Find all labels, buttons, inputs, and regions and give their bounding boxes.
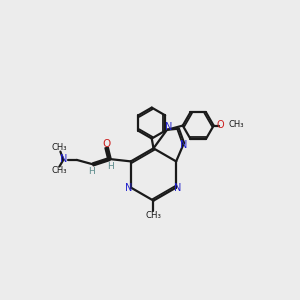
- Text: O: O: [103, 139, 111, 149]
- Text: H: H: [88, 167, 94, 176]
- Text: H: H: [107, 162, 114, 171]
- Text: CH₃: CH₃: [146, 211, 161, 220]
- Text: CH₃: CH₃: [52, 143, 67, 152]
- Text: N: N: [125, 183, 133, 193]
- Text: N: N: [174, 183, 182, 193]
- Text: CH₃: CH₃: [51, 166, 67, 175]
- Text: N: N: [60, 154, 67, 164]
- Text: N: N: [165, 122, 172, 132]
- Text: O: O: [216, 120, 224, 130]
- Text: N: N: [180, 140, 187, 150]
- Text: CH₃: CH₃: [228, 120, 244, 129]
